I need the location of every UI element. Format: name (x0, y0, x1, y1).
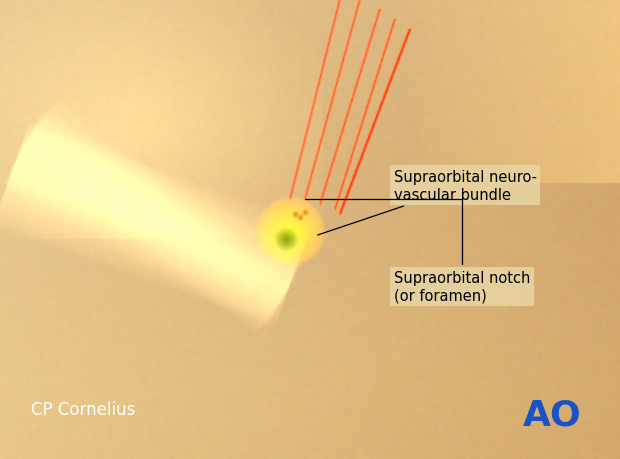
Text: CP Cornelius: CP Cornelius (31, 400, 135, 418)
Text: AO: AO (523, 397, 581, 431)
Text: Supraorbital notch
(or foramen): Supraorbital notch (or foramen) (305, 200, 530, 303)
Text: Supraorbital neuro-
vascular bundle: Supraorbital neuro- vascular bundle (317, 170, 537, 235)
